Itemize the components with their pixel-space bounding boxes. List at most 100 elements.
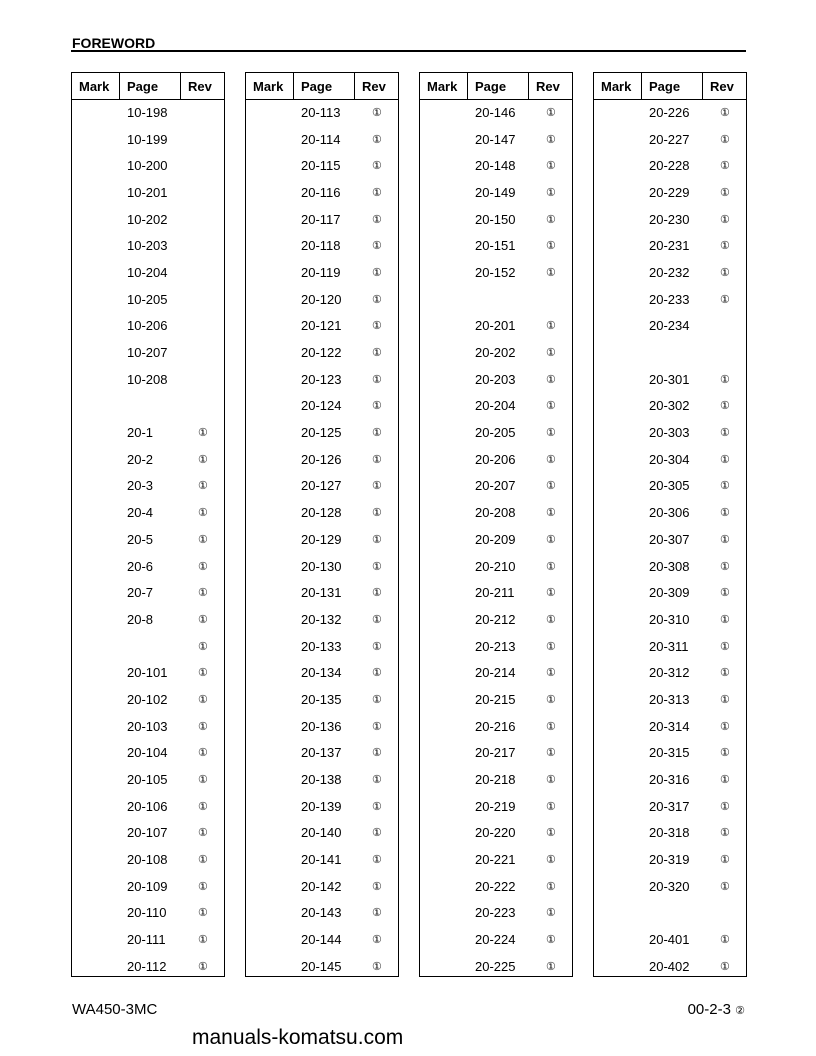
- page-number: 00-2-3: [687, 1001, 731, 1018]
- table-row: 20-121 ①: [246, 313, 398, 340]
- rev-cell: ①: [546, 347, 556, 360]
- table-row: 20-230 ①: [594, 206, 746, 233]
- rev-cell: ①: [720, 934, 730, 947]
- page-cell: 20-112: [127, 958, 167, 974]
- table-row: 20-102 ①: [72, 686, 224, 713]
- rev-cell: ①: [372, 160, 382, 173]
- page-cell: 20-227: [649, 131, 690, 147]
- page-cell: 20-304: [649, 451, 690, 467]
- page-cell: 20-219: [475, 798, 516, 814]
- table-row: 20-143 ①: [246, 900, 398, 927]
- page-cell: 20-124: [301, 398, 342, 414]
- page-cell: 20-123: [301, 371, 342, 387]
- page-cell: 20-218: [475, 772, 516, 788]
- header-mark: Mark: [72, 73, 120, 99]
- table-row: 20-309 ①: [594, 579, 746, 606]
- table-row: 20-214 ①: [420, 659, 572, 686]
- table-row: 20-125 ①: [246, 419, 398, 446]
- table-row: 20-122 ①: [246, 339, 398, 366]
- rev-cell: ①: [720, 400, 730, 413]
- table-row: 20-301 ①: [594, 366, 746, 393]
- page-cell: 20-143: [301, 905, 342, 921]
- rev-cell: ①: [198, 480, 208, 493]
- table-row: 20-319 ①: [594, 846, 746, 873]
- rev-cell: ①: [198, 747, 208, 760]
- page-cell: 20-209: [475, 531, 516, 547]
- rev-cell: ①: [546, 533, 556, 546]
- rev-cell: ①: [720, 640, 730, 653]
- table-row: 20-138 ①: [246, 766, 398, 793]
- rev-cell: ①: [372, 106, 382, 119]
- rev-cell: ①: [372, 720, 382, 733]
- watermark: manuals-komatsu.com: [192, 1026, 404, 1049]
- table-row: 20-114 ①: [246, 126, 398, 153]
- table-row: 20-104 ①: [72, 740, 224, 767]
- page-cell: 10-203: [127, 238, 168, 254]
- table-row: 20-208 ①: [420, 499, 572, 526]
- page-cell: 20-8: [127, 611, 154, 627]
- rev-cell: ①: [546, 854, 556, 867]
- rev-cell: ①: [546, 880, 556, 893]
- page-cell: 20-317: [649, 798, 690, 814]
- rev-cell: ①: [546, 640, 556, 653]
- table-row: 20-316 ①: [594, 766, 746, 793]
- table-row: 20-232 ①: [594, 259, 746, 286]
- page-cell: 20-138: [301, 772, 342, 788]
- rev-cell: ①: [198, 587, 208, 600]
- page-cell: 20-303: [649, 425, 690, 441]
- page-cell: 20-110: [127, 905, 167, 921]
- rev-cell: ①: [720, 800, 730, 813]
- table-row: 20-6 ①: [72, 553, 224, 580]
- rev-cell: ①: [198, 960, 208, 973]
- table-row: 20-112 ①: [72, 953, 224, 980]
- table-row: 20-126 ①: [246, 446, 398, 473]
- page-cell: 20-146: [475, 104, 516, 120]
- table-row: 20-117 ①: [246, 206, 398, 233]
- table-row: 20-233 ①: [594, 286, 746, 313]
- page-cell: 10-204: [127, 264, 168, 280]
- page-cell: 20-312: [649, 665, 690, 681]
- revision-symbol: ②: [735, 1005, 745, 1017]
- section-title: FOREWORD: [72, 35, 156, 51]
- rev-cell: ①: [720, 667, 730, 680]
- page-cell: 20-114: [301, 131, 341, 147]
- page-cell: 20-122: [301, 345, 342, 361]
- table-row: 10-202: [72, 206, 224, 233]
- rev-cell: ①: [546, 934, 556, 947]
- table-row: 20-118 ①: [246, 232, 398, 259]
- page-cell: 20-102: [127, 691, 168, 707]
- table-row: 10-198: [72, 99, 224, 126]
- table-row: 20-133 ①: [246, 633, 398, 660]
- page-cell: 10-198: [127, 104, 168, 120]
- footer-page: 00-2-3 ②: [688, 1001, 745, 1020]
- page-cell: 20-308: [649, 558, 690, 574]
- rev-cell: ①: [546, 720, 556, 733]
- table-row: 20-204 ①: [420, 393, 572, 420]
- rev-cell: ①: [720, 587, 730, 600]
- header-page: Page: [120, 73, 181, 99]
- page-cell: 20-7: [127, 585, 154, 601]
- table-row: 20-216 ①: [420, 713, 572, 740]
- page-cell: 20-151: [475, 238, 516, 254]
- table-row: 20-101 ①: [72, 659, 224, 686]
- table-row: 20-210 ①: [420, 553, 572, 580]
- page-cell: 20-309: [649, 585, 690, 601]
- page-cell: 20-104: [127, 745, 168, 761]
- page-cell: 20-302: [649, 398, 690, 414]
- page-cell: 10-201: [127, 184, 168, 200]
- page-cell: 20-301: [649, 371, 690, 387]
- page-cell: 20-223: [475, 905, 516, 921]
- table-row: 20-113 ①: [246, 99, 398, 126]
- page-cell: 20-126: [301, 451, 342, 467]
- header-mark: Mark: [594, 73, 642, 99]
- page-cell: 20-150: [475, 211, 516, 227]
- table-row: 20-103 ①: [72, 713, 224, 740]
- table-row: 20-307 ①: [594, 526, 746, 553]
- header-rule: [71, 50, 746, 52]
- table-row: 20-320 ①: [594, 873, 746, 900]
- page-cell: 20-108: [127, 852, 168, 868]
- header-rev: Rev: [362, 78, 386, 94]
- page-cell: 20-111: [127, 932, 166, 948]
- page-cell: 20-210: [475, 558, 516, 574]
- table-row: 20-130 ①: [246, 553, 398, 580]
